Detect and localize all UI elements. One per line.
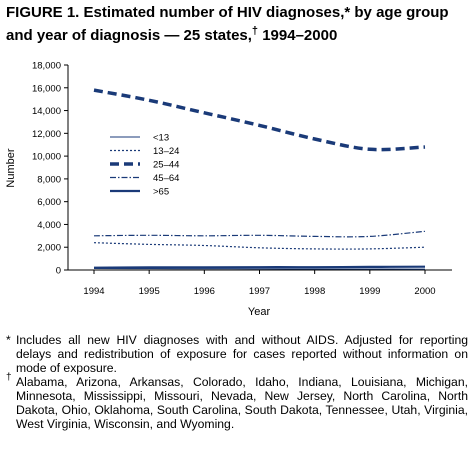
x-axis: 1994 1995 1996 1997 1998 1999 2000 [68, 269, 452, 297]
series-lines [93, 88, 426, 270]
footnote-dagger-mark: † [6, 372, 12, 383]
footnote-dagger: † Alabama, Arizona, Arkansas, Colorado, … [6, 372, 468, 431]
footnote-asterisk: * Includes all new HIV diagnoses with an… [6, 333, 468, 375]
figure-title-years: 1994–2000 [258, 27, 338, 44]
figure-title-line2: and year of diagnosis — 25 states, [6, 27, 252, 44]
x-tick-label: 1997 [249, 286, 270, 297]
x-tick-label: 1996 [194, 286, 215, 297]
y-axis: 0 2,000 4,000 6,000 8,000 10,000 12,000 14,000 1… [32, 61, 69, 277]
legend-label-2: 25–44 [153, 160, 179, 171]
legend: <13 13–24 25–44 45–64 >65 [110, 133, 179, 198]
series-line-3 [93, 230, 426, 238]
series-line-0 [93, 268, 426, 270]
y-tick-label: 10,000 [32, 152, 61, 163]
y-tick-label: 16,000 [32, 83, 61, 94]
y-tick-label: 14,000 [32, 106, 61, 117]
footnote-dagger-text: Alabama, Arizona, Arkansas, Colorado, Id… [16, 375, 468, 431]
title-dagger-mark: † [251, 25, 259, 37]
series-line-2 [93, 88, 426, 152]
x-tick-label: 1995 [139, 286, 160, 297]
y-tick-label: 6,000 [37, 197, 61, 208]
series-line-1 [93, 242, 426, 250]
figure-title: FIGURE 1. Estimated number of HIV diagno… [6, 4, 468, 45]
legend-label-4: >65 [153, 187, 169, 198]
x-tick-label: 1998 [304, 286, 325, 297]
figure-title-line1: FIGURE 1. Estimated number of HIV diagno… [6, 4, 449, 21]
x-tick-label: 1999 [359, 286, 380, 297]
y-tick-label: 0 [56, 266, 61, 277]
series-line-4 [93, 265, 426, 269]
y-tick-label: 2,000 [37, 243, 61, 254]
footnote-asterisk-mark: * [6, 333, 11, 347]
y-axis-label: Number [5, 148, 17, 187]
legend-label-3: 45–64 [153, 173, 179, 184]
y-tick-label: 12,000 [32, 129, 61, 140]
legend-label-0: <13 [153, 133, 169, 144]
x-axis-label: Year [248, 306, 271, 318]
x-tick-label: 1994 [83, 286, 104, 297]
line-chart: 0 2,000 4,000 6,000 8,000 10,000 12,000 14,000 1… [5, 61, 452, 318]
x-tick-label: 2000 [414, 286, 435, 297]
y-tick-label: 18,000 [32, 61, 61, 72]
y-tick-label: 8,000 [37, 174, 61, 185]
y-tick-label: 4,000 [37, 220, 61, 231]
legend-label-1: 13–24 [153, 146, 179, 157]
footnotes: * Includes all new HIV diagnoses with an… [6, 333, 468, 431]
footnote-asterisk-text: Includes all new HIV diagnoses with and … [16, 333, 468, 375]
